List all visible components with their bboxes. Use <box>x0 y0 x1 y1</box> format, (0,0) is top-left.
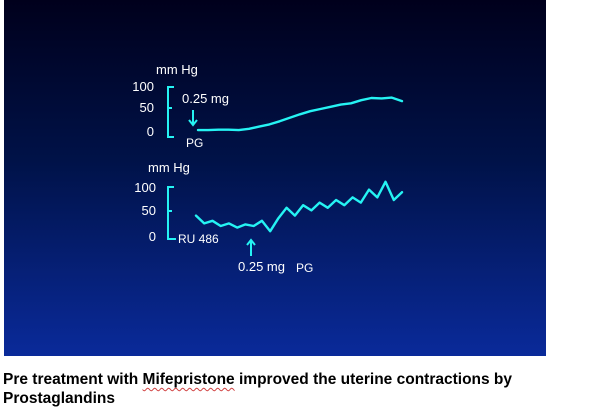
uterine-pressure-chart: mm Hg 100 50 0 0.25 mg PG mm Hg 100 50 0… <box>132 62 404 275</box>
caption-drug: Mifepristone <box>142 371 235 388</box>
upper-y-axis <box>167 86 174 138</box>
upper-down-arrow <box>188 110 198 127</box>
lower-tick-0: 0 <box>149 229 156 244</box>
upper-panel: mm Hg 100 50 0 0.25 mg PG <box>132 62 404 150</box>
upper-tick-0: 0 <box>147 124 154 139</box>
lower-pg-label: PG <box>296 261 313 275</box>
upper-trace <box>196 96 404 132</box>
lower-tick-100: 100 <box>134 180 156 195</box>
lower-trace-line <box>194 180 404 233</box>
lower-ru486-label: RU 486 <box>178 232 219 246</box>
caption-before: Pre treatment with <box>3 371 143 388</box>
upper-dose-label: 0.25 mg <box>182 91 229 106</box>
chart-slide: mm Hg 100 50 0 0.25 mg PG mm Hg 100 50 0… <box>4 0 546 356</box>
lower-up-arrow <box>246 238 256 256</box>
upper-ylabel: mm Hg <box>156 62 198 77</box>
upper-tick-50: 50 <box>140 100 154 115</box>
upper-pg-label: PG <box>186 136 203 150</box>
upper-tick-100: 100 <box>132 79 154 94</box>
lower-y-axis <box>167 186 176 240</box>
slide-caption: Pre treatment with Mifepristone improved… <box>3 370 588 408</box>
lower-tick-50: 50 <box>142 203 156 218</box>
lower-panel: mm Hg 100 50 0 RU 486 0.25 mg PG <box>134 160 404 275</box>
lower-trace <box>194 180 404 233</box>
lower-ylabel: mm Hg <box>148 160 190 175</box>
upper-trace-line <box>196 96 404 132</box>
lower-dose-label: 0.25 mg <box>238 259 285 274</box>
